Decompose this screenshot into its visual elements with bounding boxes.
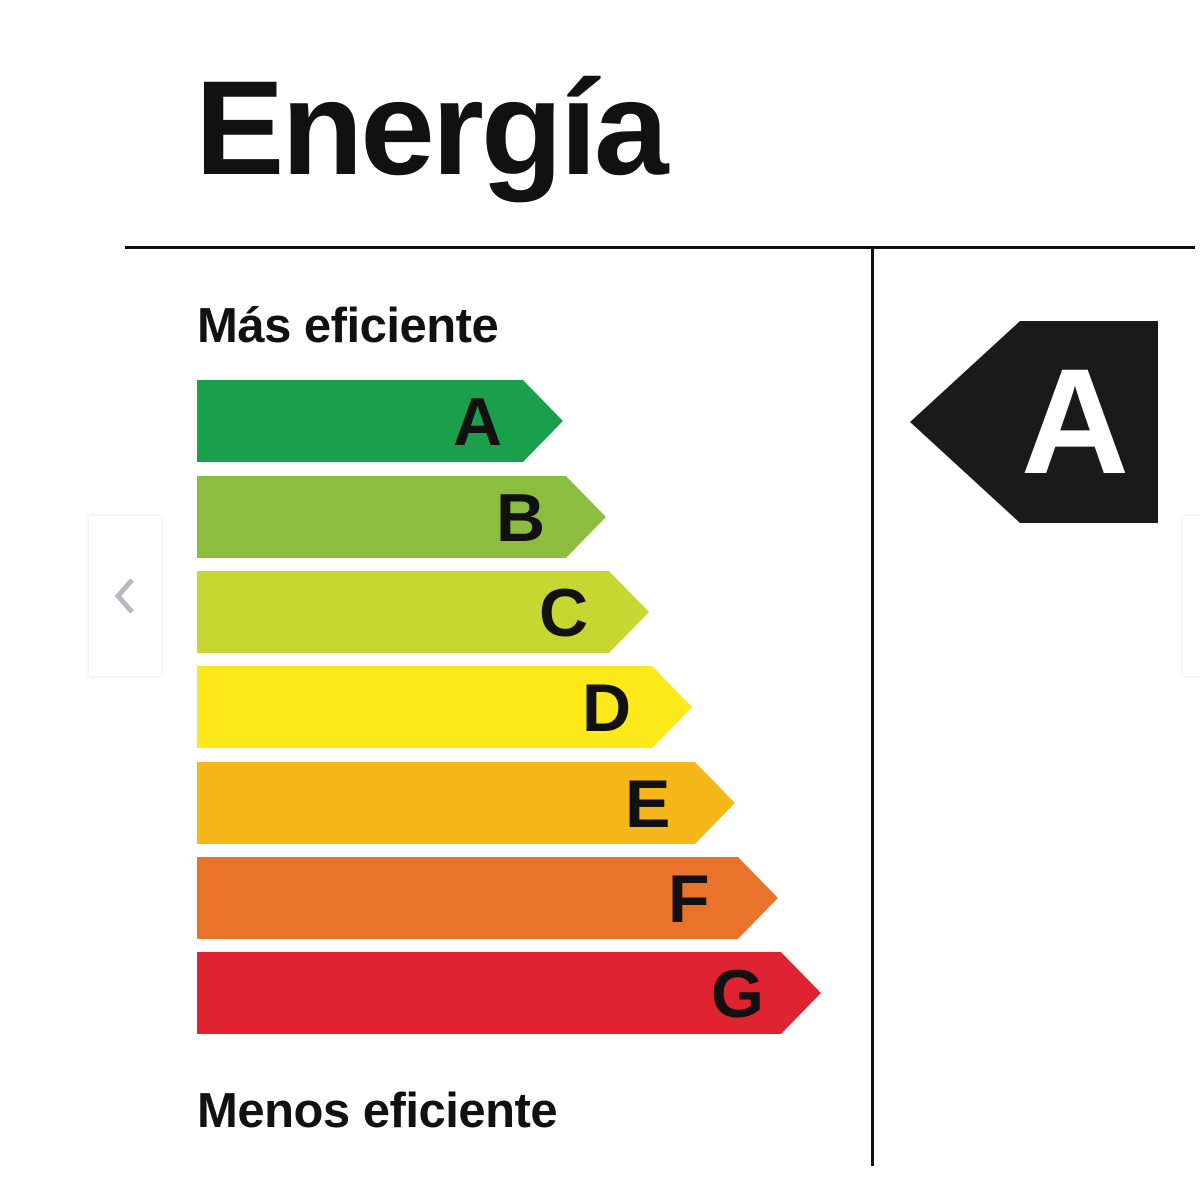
bar-arrow-shape	[197, 762, 735, 844]
label-least-efficient: Menos eficiente	[197, 1084, 558, 1138]
bar-arrow-shape	[197, 952, 821, 1034]
bar-letter: E	[625, 766, 671, 842]
chevron-left-icon	[114, 578, 134, 614]
rating-indicator: A	[910, 321, 1160, 523]
divider-vertical	[871, 248, 874, 1166]
bar-letter: B	[496, 480, 546, 556]
energy-class-bar-f: F	[197, 857, 778, 939]
bar-arrow-shape	[197, 571, 649, 653]
energy-class-bar-e: E	[197, 762, 735, 844]
bar-letter: G	[711, 956, 764, 1032]
bar-arrow-shape	[197, 476, 606, 558]
bar-letter: C	[539, 575, 589, 651]
bar-letter: F	[668, 861, 710, 937]
label-most-efficient: Más eficiente	[197, 299, 499, 353]
carousel-next-button[interactable]	[1183, 516, 1200, 676]
divider-horizontal	[125, 246, 1195, 249]
rating-letter: A	[1020, 337, 1130, 505]
bar-arrow-shape	[197, 857, 778, 939]
bar-arrow-shape	[197, 666, 692, 748]
bar-letter: D	[582, 670, 632, 746]
page-title: Energía	[195, 54, 669, 203]
energy-class-bar-b: B	[197, 476, 606, 558]
energy-class-bar-c: C	[197, 571, 649, 653]
energy-class-bar-g: G	[197, 952, 821, 1034]
energy-class-bar-d: D	[197, 666, 692, 748]
energy-class-bar-a: A	[197, 380, 563, 462]
carousel-prev-button[interactable]	[89, 516, 161, 676]
rating-arrow-shape	[910, 321, 1158, 523]
bar-arrow-shape	[197, 380, 563, 462]
bar-letter: A	[453, 384, 503, 460]
